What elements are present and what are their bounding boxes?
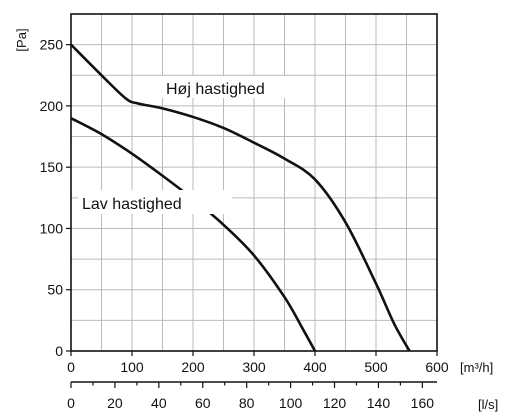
x-axis-ticks: 0 100 200 300 400 500 600 bbox=[67, 351, 449, 375]
x-tick-label: 400 bbox=[303, 359, 327, 375]
x-secondary-tick-label: 60 bbox=[195, 395, 211, 411]
low-speed-label: Lav hastighed bbox=[82, 196, 182, 213]
legend-label-low: Lav hastighed bbox=[78, 190, 232, 214]
x-secondary-tick-label: 140 bbox=[367, 395, 391, 411]
x-secondary-tick-label: 100 bbox=[279, 395, 303, 411]
x-axis-secondary-label: [l/s] bbox=[478, 397, 498, 412]
y-tick-label: 150 bbox=[40, 159, 64, 175]
x-axis-secondary-ticks: 0 20 40 60 80 100 120 140 160 bbox=[67, 381, 437, 411]
x-secondary-tick-label: 40 bbox=[151, 395, 167, 411]
y-tick-label: 200 bbox=[40, 98, 64, 114]
x-tick-label: 200 bbox=[181, 359, 205, 375]
x-secondary-tick-label: 160 bbox=[411, 395, 435, 411]
y-tick-label: 100 bbox=[40, 220, 64, 236]
y-tick-label: 0 bbox=[55, 343, 63, 359]
x-tick-label: 600 bbox=[425, 359, 449, 375]
grid bbox=[71, 14, 437, 351]
x-tick-label: 0 bbox=[67, 359, 75, 375]
x-tick-label: 100 bbox=[120, 359, 144, 375]
y-axis-ticks: 0 50 100 150 200 250 bbox=[40, 37, 71, 359]
x-secondary-tick-label: 80 bbox=[239, 395, 255, 411]
y-tick-label: 250 bbox=[40, 37, 64, 53]
x-axis-label: [m³/h] bbox=[460, 360, 493, 375]
x-secondary-tick-label: 120 bbox=[323, 395, 347, 411]
high-speed-curve bbox=[70, 43, 411, 352]
x-tick-label: 500 bbox=[364, 359, 388, 375]
high-speed-label: Høj hastighed bbox=[166, 81, 265, 98]
legend-label-high: Høj hastighed bbox=[162, 76, 288, 98]
x-secondary-tick-label: 0 bbox=[67, 395, 75, 411]
x-secondary-tick-label: 20 bbox=[107, 395, 123, 411]
y-tick-label: 50 bbox=[47, 282, 63, 298]
y-axis-label: [Pa] bbox=[14, 28, 29, 51]
x-tick-label: 300 bbox=[242, 359, 266, 375]
